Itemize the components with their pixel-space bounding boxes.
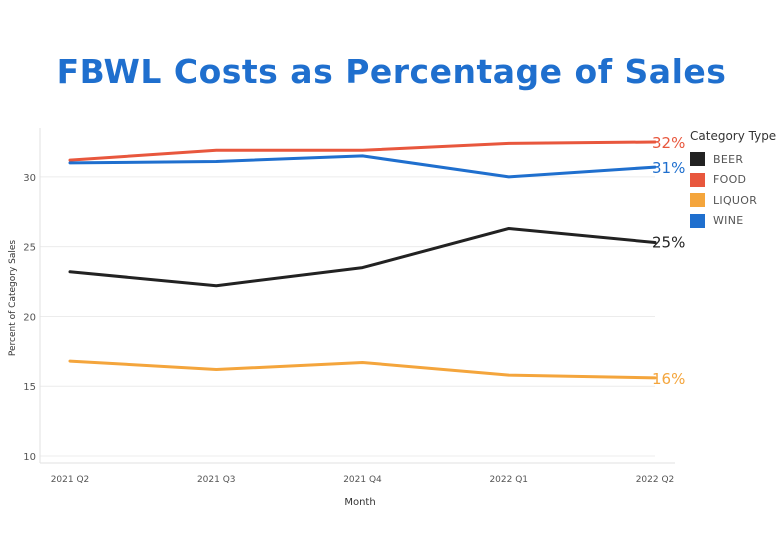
legend-swatch [690, 152, 705, 167]
end-labels: 25% 32% 16% 31% [652, 134, 685, 388]
axes [39, 128, 675, 464]
series-line-liquor[interactable] [68, 359, 657, 380]
chart-title: FBWL Costs as Percentage of Sales [56, 52, 727, 91]
legend-swatch [690, 172, 705, 187]
legend-label: FOOD [713, 173, 747, 187]
series-lines [68, 140, 657, 380]
legend-swatch [690, 213, 705, 228]
x-tick-label: 2022 Q1 [489, 475, 528, 485]
x-axis-label: Month [344, 497, 375, 508]
y-tick-label: 30 [23, 173, 36, 184]
legend-label: WINE [713, 214, 744, 228]
legend-item-food[interactable]: FOOD [690, 170, 776, 191]
legend-title: Category Type [690, 129, 777, 143]
legend-item-wine[interactable]: WINE [690, 211, 776, 232]
series-line-food[interactable] [68, 140, 657, 162]
gridlines [40, 176, 655, 457]
y-tick-label: 25 [23, 243, 36, 254]
end-label-wine: 31% [652, 159, 685, 177]
x-tick-labels: 2021 Q2 2021 Q3 2021 Q4 2022 Q1 2022 Q2 [51, 475, 675, 485]
y-tick-label: 20 [23, 312, 36, 323]
x-tick-label: 2021 Q4 [343, 475, 382, 485]
legend-label: LIQUOR [713, 193, 758, 207]
legend-item-beer[interactable]: BEER [690, 149, 776, 170]
end-label-liquor: 16% [652, 370, 685, 388]
end-label-beer: 25% [652, 233, 685, 251]
y-tick-label: 15 [23, 382, 36, 393]
legend: Category Type BEER FOOD LIQUOR WINE [690, 129, 776, 231]
y-tick-label: 10 [23, 452, 36, 463]
end-label-food: 32% [652, 134, 685, 152]
x-tick-label: 2021 Q2 [51, 475, 90, 485]
y-axis-label: Percent of Category Sales [8, 240, 18, 356]
legend-swatch [690, 193, 705, 208]
series-line-wine[interactable] [68, 154, 657, 179]
legend-item-liquor[interactable]: LIQUOR [690, 190, 776, 211]
y-tick-labels: 10 15 20 25 30 [23, 173, 36, 463]
series-line-beer[interactable] [68, 227, 657, 288]
x-tick-label: 2021 Q3 [197, 475, 236, 485]
legend-label: BEER [713, 152, 744, 166]
x-tick-label: 2022 Q2 [636, 475, 675, 485]
